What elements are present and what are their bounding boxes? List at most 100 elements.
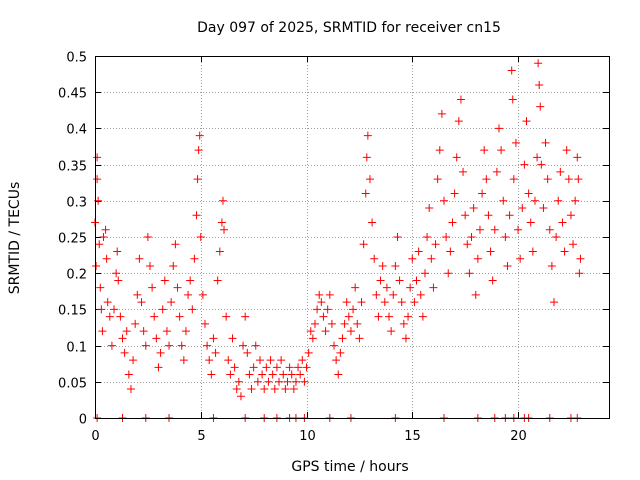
data-point (93, 153, 102, 162)
data-point (374, 312, 383, 321)
data-point (448, 218, 457, 227)
data-point (490, 225, 499, 234)
data-point (440, 196, 449, 205)
data-point (156, 348, 165, 357)
data-point (190, 254, 199, 263)
data-point (499, 196, 508, 205)
data-point (321, 327, 330, 336)
data-point (194, 146, 203, 155)
data-point (332, 356, 341, 365)
data-point (508, 95, 517, 104)
data-point (368, 218, 377, 227)
data-point (353, 319, 362, 328)
data-point (126, 385, 135, 394)
data-point (131, 319, 140, 328)
data-point (137, 298, 146, 307)
data-point (203, 341, 212, 350)
data-point (167, 298, 176, 307)
data-point (423, 233, 432, 241)
data-point (186, 276, 195, 285)
data-point (420, 269, 429, 278)
data-point (507, 66, 516, 75)
data-point (228, 334, 237, 343)
data-point (113, 247, 122, 256)
data-point (281, 385, 290, 394)
data-point (209, 334, 218, 343)
data-point (158, 305, 167, 314)
data-point (518, 204, 527, 213)
data-point (118, 334, 127, 343)
data-point (524, 189, 533, 198)
x-tick-label: 0 (91, 429, 99, 444)
data-point (193, 175, 202, 184)
data-point (503, 261, 512, 270)
data-point (116, 312, 125, 321)
data-point (200, 319, 209, 328)
data-point (399, 319, 408, 328)
data-point (355, 334, 364, 343)
data-point (101, 225, 110, 234)
x-axis-ticks: 0 5 10 15 20 (91, 56, 527, 444)
data-point (575, 269, 584, 278)
data-point (279, 370, 288, 379)
data-point (543, 175, 552, 184)
data-point (291, 377, 300, 386)
data-point (495, 124, 504, 133)
data-point (404, 312, 413, 321)
data-point (574, 175, 583, 184)
data-point (148, 283, 157, 292)
data-point (433, 175, 442, 184)
y-axis-ticks: 0 0.05 0.1 0.15 0.2 0.25 0.3 0.35 0.4 0.45 0.5 (58, 51, 609, 428)
data-point (258, 370, 267, 379)
data-point (236, 392, 245, 401)
data-point (122, 327, 131, 336)
data-point (469, 204, 478, 213)
data-point (139, 327, 148, 336)
data-point (298, 356, 307, 365)
data-point (505, 211, 514, 220)
data-point (408, 254, 417, 263)
data-point (192, 211, 201, 220)
data-point (539, 204, 548, 213)
data-point (165, 341, 174, 350)
data-point (135, 254, 144, 263)
data-point (401, 334, 410, 343)
chart-title: Day 097 of 2025, SRMTID for receiver cn1… (197, 20, 501, 36)
data-point (207, 370, 216, 379)
data-point (558, 218, 567, 227)
data-point (471, 290, 480, 299)
data-point (393, 233, 402, 241)
data-point (129, 356, 138, 365)
data-point (173, 283, 182, 292)
data-point (330, 341, 339, 350)
data-point (97, 305, 106, 314)
data-point (456, 95, 465, 104)
data-point (552, 233, 561, 241)
data-point (211, 348, 220, 357)
data-point (571, 196, 580, 205)
data-point (171, 240, 180, 249)
data-point (162, 327, 171, 336)
data-point (296, 370, 305, 379)
y-tick-label: 0.3 (66, 196, 87, 211)
data-point (533, 153, 542, 162)
data-point (425, 204, 434, 213)
data-point (141, 341, 150, 350)
data-point (566, 211, 575, 220)
data-point (218, 196, 227, 205)
data-point (342, 298, 351, 307)
data-point (150, 312, 159, 321)
data-point (387, 327, 396, 336)
data-point (351, 283, 360, 292)
data-point (530, 196, 539, 205)
data-point (96, 283, 105, 292)
data-point (198, 290, 207, 299)
y-tick-label: 0 (79, 413, 87, 428)
data-point (120, 348, 129, 357)
data-point (569, 240, 578, 249)
data-point (391, 261, 400, 270)
data-point (431, 240, 440, 249)
data-point (363, 131, 372, 140)
data-point (188, 305, 197, 314)
data-point (576, 254, 585, 263)
